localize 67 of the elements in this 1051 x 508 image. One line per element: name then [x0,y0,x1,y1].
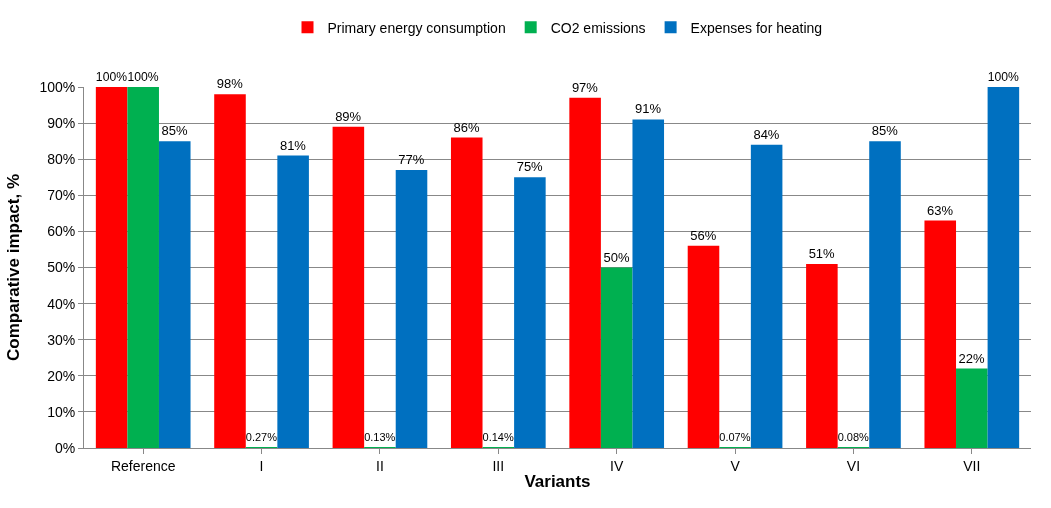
data-label: 51% [808,245,836,261]
y-tick-label: 30% [47,331,76,348]
bar [956,368,988,448]
data-label: 89% [335,108,362,124]
y-tick-label: 70% [47,187,76,204]
legend-label: CO2 emissions [550,19,646,36]
data-label: 0.08% [837,431,870,444]
x-tick-label: Reference [110,457,176,474]
bar [924,220,957,448]
data-label: 0.07% [719,431,751,444]
data-label: 86% [453,119,480,135]
bar [332,126,365,448]
bar [806,263,838,448]
y-tick-label: 90% [47,115,76,131]
y-tick-label: 50% [47,259,76,276]
data-label: 97% [571,79,599,95]
x-tick-label: V [730,457,741,474]
x-tick-label: IV [610,457,624,474]
legend-label: Primary energy consumption [327,19,506,36]
data-label: 100% [987,70,1019,85]
data-label: 50% [603,249,630,265]
data-label: 100% [127,70,159,85]
data-label: 84% [753,126,780,142]
y-tick-label: 0% [54,439,76,456]
bar [95,87,128,448]
bar [127,87,159,448]
bar [687,245,720,448]
data-label: 91% [635,101,662,117]
data-label: 85% [871,123,899,139]
bar [514,177,546,448]
bar [395,170,428,448]
x-tick-label: VI [846,457,861,474]
data-label: 0.13% [364,431,396,444]
bar [214,94,246,448]
bar [632,119,665,448]
y-tick-label: 80% [47,151,76,168]
data-label: 75% [516,159,544,175]
x-tick-label: I [259,457,264,474]
y-tick-label: 60% [47,223,76,240]
data-label: 56% [690,227,717,243]
bar [869,141,901,448]
y-tick-label: 40% [47,295,76,312]
x-tick-label: VII [963,457,981,474]
bar [600,267,633,448]
data-label: 85% [161,123,188,139]
data-label: 0.27% [245,431,278,444]
bar [277,155,309,448]
data-label: 77% [398,152,425,168]
data-label: 100% [95,70,128,85]
data-label: 63% [927,202,954,218]
y-tick-label: 100% [39,78,76,95]
legend-label: Expenses for heating [690,19,823,36]
y-axis-title: Comparative impact, % [3,173,23,362]
bar [450,137,483,448]
data-label: 0.14% [482,431,514,444]
x-tick-label: II [376,457,384,474]
data-label: 98% [216,76,244,92]
y-tick-label: 10% [47,403,76,420]
bar [158,141,191,448]
data-label: 22% [958,350,986,366]
x-tick-label: III [492,457,505,474]
bar [987,87,1020,448]
bar [569,97,601,448]
data-label: 81% [279,137,307,153]
y-tick-label: 20% [47,367,76,384]
bar [750,144,783,448]
x-axis-title: Variants [524,472,591,492]
